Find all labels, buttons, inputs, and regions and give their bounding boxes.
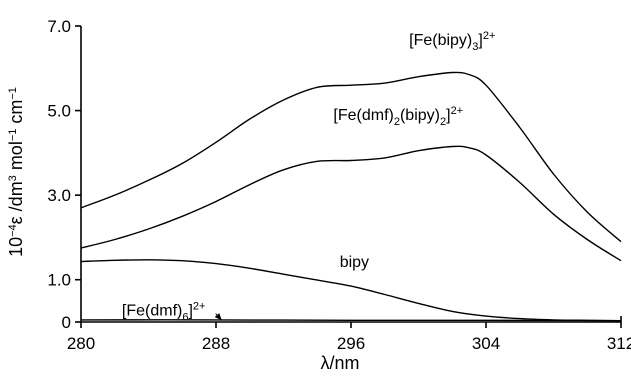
series-label-3: bipy [340,254,369,271]
series-annotations: [Fe(bipy)3​]2+​ [Fe(dmf)2​(bipy)2​]2+​ bip… [122,30,495,324]
x-tick-label: 296 [337,334,365,353]
series-curves [80,71,622,322]
x-tick-label: 304 [472,334,500,353]
x-tick-label: 280 [67,334,95,353]
y-axis-title: 10−4​ε /dm3​ mol−1​ cm−1​ [6,87,26,257]
series-label-1: [Fe(bipy)3​]2+​ [409,30,495,53]
series-line-3 [80,259,622,322]
y-tick-label: 7.0 [47,17,71,36]
series-label-2: [Fe(dmf)2​(bipy)2​]2+​ [333,105,463,128]
x-axis-title: λ/nm [320,353,359,373]
series-line-1 [80,71,622,243]
axis-ticks: 280 288 296 304 312 0 1.0 3.0 5.0 7.0 [47,17,631,353]
annotation-arrow [214,313,222,321]
y-tick-label: 5.0 [47,102,71,121]
y-tick-label: 1.0 [47,271,71,290]
y-tick-label: 3.0 [47,186,71,205]
series-label-4: [Fe(dmf)6​]2+​ [122,301,206,324]
series-line-4 [80,319,622,322]
x-tick-label: 312 [607,334,631,353]
y-tick-label: 0 [62,313,71,332]
series-line-2 [80,145,622,262]
x-tick-label: 288 [202,334,230,353]
